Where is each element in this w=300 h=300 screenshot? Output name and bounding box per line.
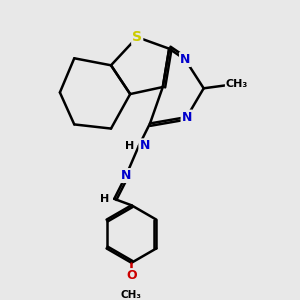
- Text: N: N: [180, 53, 190, 66]
- Text: N: N: [182, 111, 192, 124]
- Text: CH₃: CH₃: [121, 290, 142, 300]
- Text: N: N: [140, 139, 150, 152]
- Text: N: N: [121, 169, 131, 182]
- Text: S: S: [132, 30, 142, 44]
- Text: H: H: [100, 194, 109, 204]
- Text: CH₃: CH₃: [226, 79, 248, 89]
- Text: H: H: [124, 141, 134, 151]
- Text: O: O: [126, 269, 137, 282]
